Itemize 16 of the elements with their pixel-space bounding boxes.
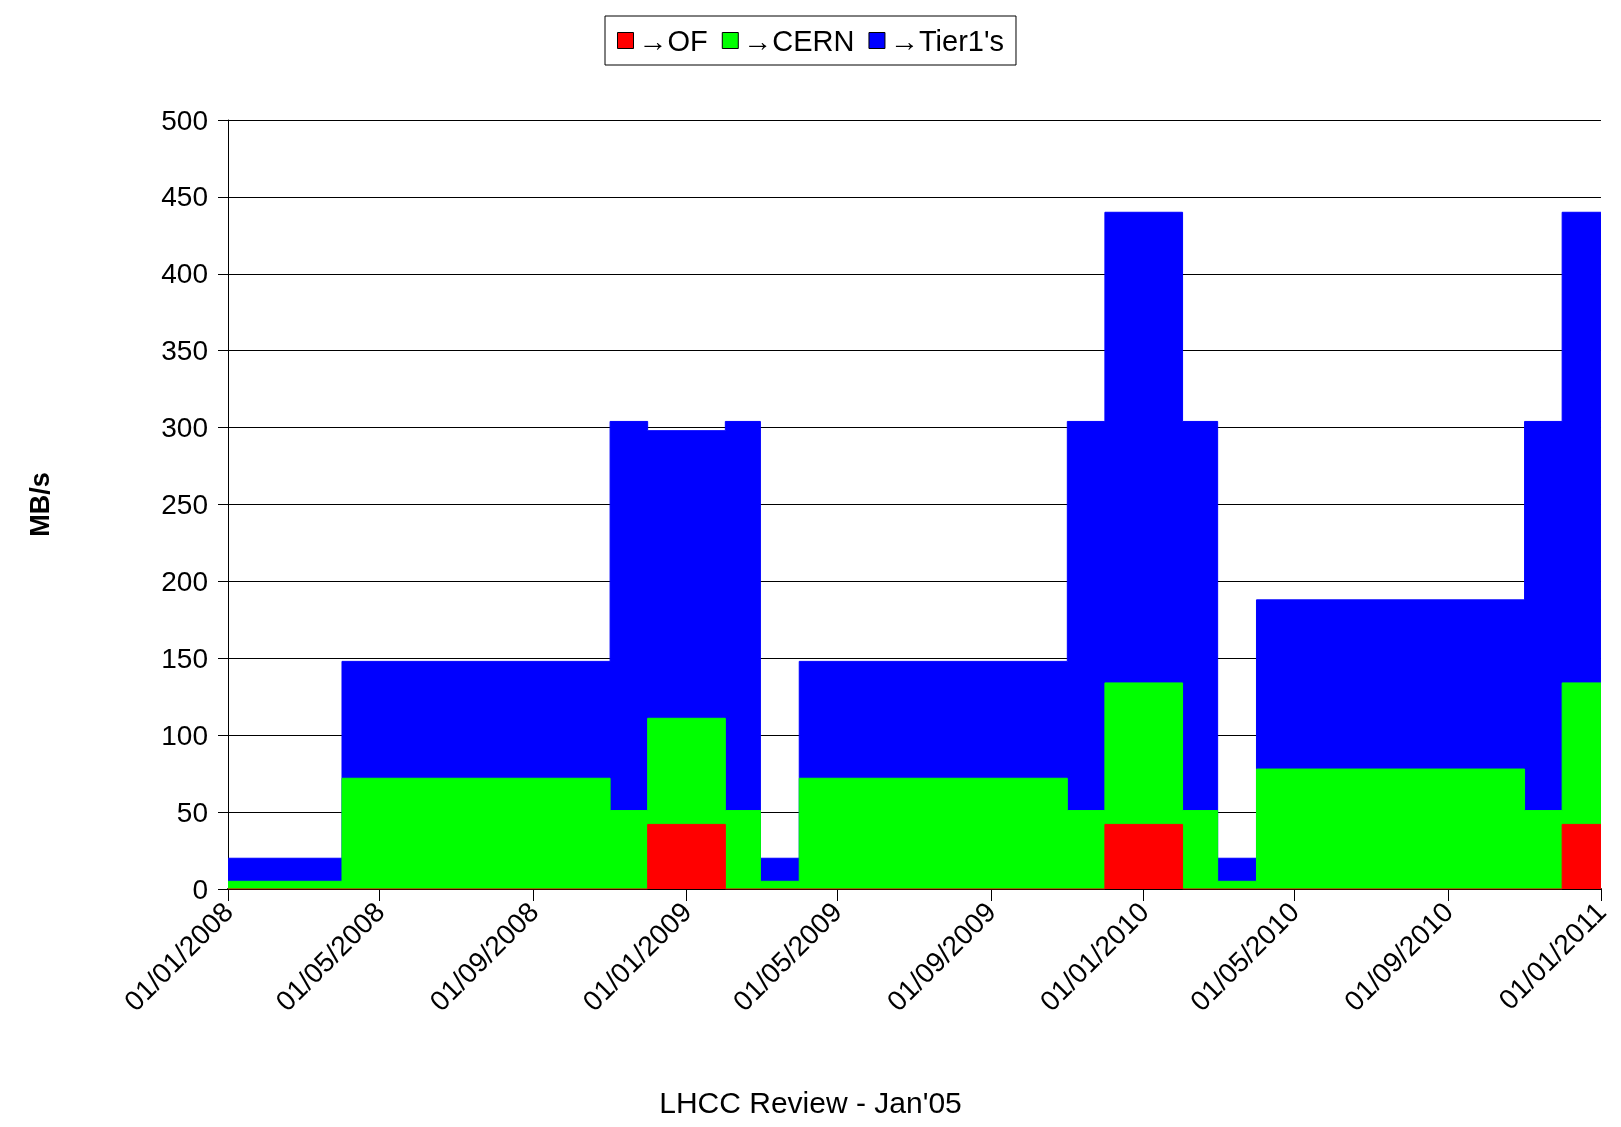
y-tick-label: 200	[161, 565, 208, 597]
y-axis-title: MB/s	[24, 472, 55, 537]
text: LHCC Review - Jan'05	[659, 1085, 962, 1119]
y-tick-label: 300	[161, 412, 208, 444]
y-tick-label: 400	[161, 258, 208, 290]
y-tick-label: 150	[161, 642, 208, 674]
y-tick-label: 500	[161, 104, 208, 136]
y-tick-label: 250	[161, 489, 208, 520]
legend-label: →Tier1's	[889, 24, 1004, 57]
y-tick-label: 0	[192, 873, 208, 905]
y-tick-label: 50	[176, 796, 208, 828]
legend-label: →OF	[638, 24, 708, 57]
y-tick-label: 100	[161, 719, 208, 751]
y-tick-label: 350	[161, 335, 208, 367]
y-tick-label: 450	[161, 181, 208, 213]
legend-label: →CERN	[743, 24, 855, 57]
